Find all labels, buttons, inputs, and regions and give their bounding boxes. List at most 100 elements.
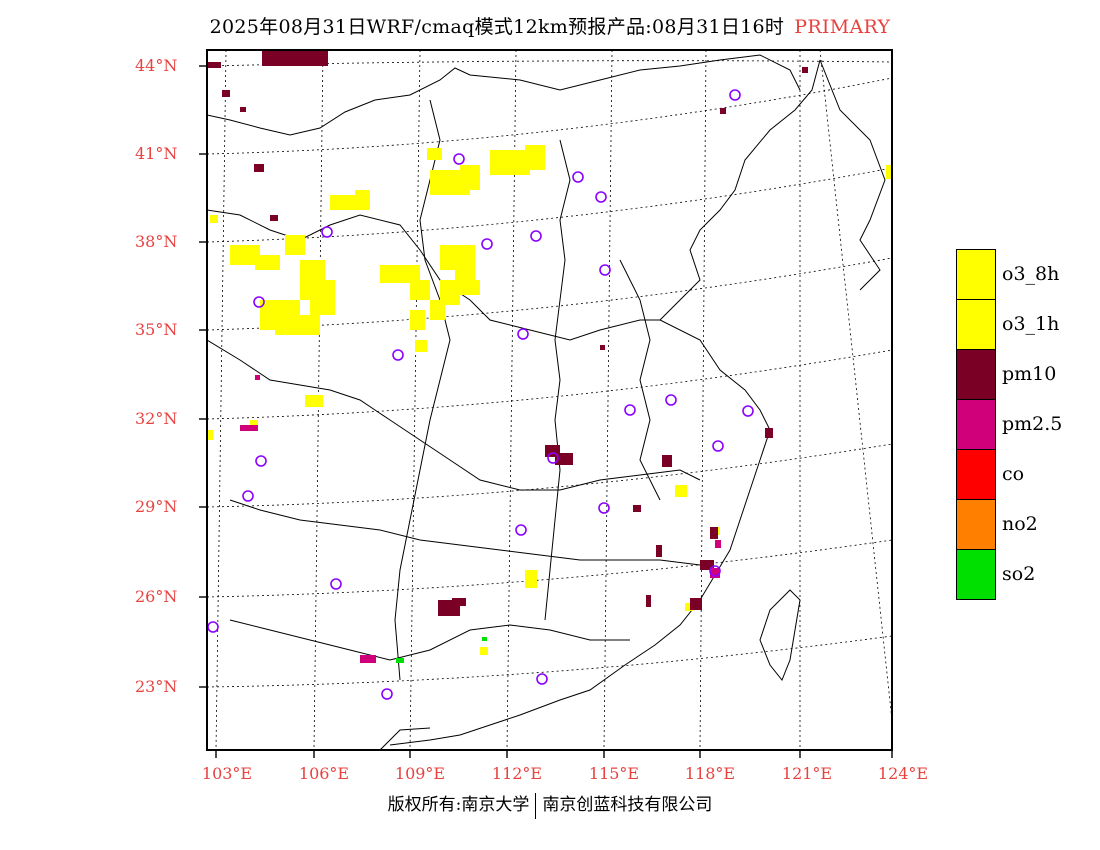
station-marker: [530, 230, 542, 242]
o3-patch: [275, 315, 320, 335]
station-marker: [481, 238, 493, 250]
station-marker: [242, 490, 254, 502]
graticule-latitudes: [207, 60, 892, 688]
station-marker: [624, 404, 636, 416]
pm10-patch: [690, 598, 702, 610]
station-marker: [515, 524, 527, 536]
legend-swatch: [956, 449, 996, 500]
legend-swatch: [956, 349, 996, 400]
station-marker: [392, 349, 404, 361]
pm25-patch: [360, 655, 376, 663]
taiwan: [759, 589, 801, 681]
o3-patch: [305, 395, 323, 407]
lat-label-41: 41°N: [135, 144, 178, 163]
station-marker: [207, 621, 219, 633]
lon-label-112: 112°E: [491, 764, 543, 783]
o3-patch: [415, 340, 427, 352]
lon-label-121: 121°E: [781, 764, 833, 783]
footer-divider: [535, 792, 537, 819]
pm10-patch: [720, 108, 726, 114]
o3-patch: [355, 190, 370, 202]
stations: [207, 89, 754, 700]
legend-label: o3_1h: [1002, 313, 1060, 335]
so2-clusters: [396, 637, 487, 663]
lat-label-44: 44°N: [135, 56, 178, 75]
grid-lat-26: [207, 539, 892, 598]
legend-label: so2: [1002, 563, 1036, 585]
o3-patch: [480, 647, 488, 655]
pm10-patch: [710, 527, 718, 539]
o3-patch: [255, 255, 280, 270]
grid-lat-35: [207, 257, 892, 331]
grid-lat-32: [207, 349, 892, 420]
legend-label: pm2.5: [1002, 413, 1063, 435]
province-b: [207, 339, 701, 491]
pm10-patch: [452, 598, 466, 606]
pm25-clusters: [240, 375, 721, 663]
legend-label: co: [1002, 463, 1025, 485]
o3-patch: [525, 145, 545, 170]
pm10-patch: [240, 107, 246, 112]
pm10-patch: [254, 164, 264, 172]
station-marker: [572, 171, 584, 183]
station-marker: [321, 226, 333, 238]
o3-patch: [410, 310, 425, 330]
station-marker: [517, 328, 529, 340]
border-korea: [819, 59, 886, 291]
grid-lon-115: [603, 50, 613, 750]
o3-patch: [230, 245, 260, 265]
pm25-patch: [255, 375, 260, 380]
legend-label: o3_8h: [1002, 263, 1060, 285]
o3-patch: [285, 235, 305, 255]
station-marker: [255, 455, 267, 467]
province-g: [619, 259, 661, 501]
grid-lon-124: [819, 50, 892, 721]
station-marker: [598, 502, 610, 514]
station-marker: [381, 688, 393, 700]
station-marker: [453, 153, 465, 165]
legend-swatch: [956, 499, 996, 550]
coastline: [389, 59, 821, 746]
grid-lon-118: [699, 50, 707, 750]
province-e: [394, 99, 451, 681]
lon-label-109: 109°E: [394, 764, 446, 783]
border-mongolia: [207, 54, 801, 136]
station-marker: [729, 89, 741, 101]
o3-patch: [427, 148, 442, 160]
lat-label-29: 29°N: [135, 497, 178, 516]
grid-lat-41: [207, 77, 892, 155]
map-title: 2025年08月31日WRF/cmaq模式12km预报产品:08月31日16时 P…: [0, 12, 1100, 39]
province-d: [229, 619, 630, 661]
copyright-footer: 版权所有:南京大学 南京创蓝科技有限公司: [0, 790, 1100, 819]
legend-swatch: [956, 299, 996, 350]
pm25-patch: [710, 568, 720, 578]
grid-lat-38: [207, 167, 892, 243]
o3-patch: [460, 165, 480, 190]
station-marker: [599, 264, 611, 276]
map-frame: [206, 49, 893, 751]
o3-patch: [886, 165, 892, 179]
so2-patch: [396, 658, 404, 663]
station-marker: [712, 440, 724, 452]
lat-label-32: 32°N: [135, 409, 178, 428]
pm10-patch: [633, 505, 641, 512]
lat-label-38: 38°N: [135, 232, 178, 251]
pm10-patch: [646, 595, 651, 607]
so2-patch: [482, 637, 487, 641]
pm10-patch: [222, 90, 230, 97]
legend-label: pm10: [1002, 363, 1057, 385]
o3-patch: [675, 485, 687, 497]
o3-patch: [410, 280, 430, 300]
lon-label-103: 103°E: [201, 764, 253, 783]
pm10-patch: [555, 453, 573, 465]
lon-label-106: 106°E: [298, 764, 350, 783]
o3-patch: [430, 300, 445, 320]
station-marker: [665, 394, 677, 406]
lat-label-35: 35°N: [135, 320, 178, 339]
o3-patch: [210, 215, 218, 223]
station-marker: [742, 405, 754, 417]
pm10-patch: [802, 67, 808, 73]
legend-swatch: [956, 249, 996, 300]
o3-clusters: [207, 145, 892, 655]
